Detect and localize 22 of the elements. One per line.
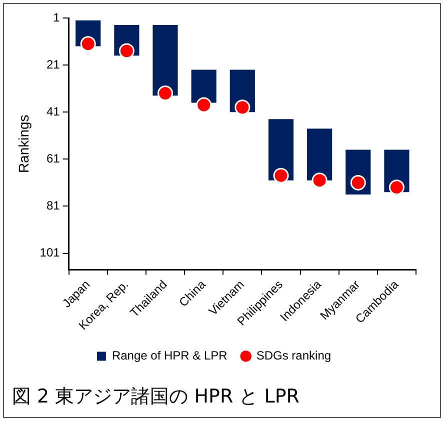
point — [80, 36, 96, 52]
point — [196, 97, 212, 113]
y-axis-title: Rankings — [15, 114, 32, 174]
y-tick-label: 1 — [53, 10, 60, 24]
bar — [152, 25, 178, 96]
bar — [307, 128, 332, 180]
point — [273, 168, 289, 184]
bar — [191, 70, 216, 103]
point — [118, 43, 134, 59]
y-tick-label: 41 — [46, 104, 60, 118]
text: 図 2 東アジア諸国の HPR と LPR — [12, 386, 300, 408]
y-tick-label: 61 — [46, 151, 60, 166]
legend-label: SDGs ranking — [256, 348, 332, 363]
y-tick-label: 21 — [46, 57, 60, 72]
legend-label: Range of HPR & LPR — [112, 348, 228, 363]
point — [388, 180, 404, 196]
point — [350, 174, 366, 190]
y-tick-label: 81 — [46, 198, 60, 213]
point — [312, 172, 328, 188]
point — [158, 86, 174, 102]
point — [234, 100, 250, 116]
y-tick-label: 101 — [40, 246, 60, 260]
